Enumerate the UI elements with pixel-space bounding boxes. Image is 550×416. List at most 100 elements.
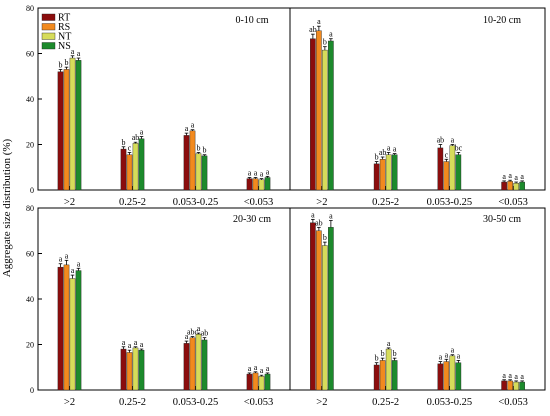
significance-letter: a [514, 173, 518, 182]
legend-swatch-rs [41, 23, 56, 31]
panel-title: 30-50 cm [483, 214, 521, 225]
bar-rt [183, 343, 190, 391]
x-tick-label: >2 [64, 197, 75, 208]
y-tick-label: 20 [26, 341, 34, 350]
x-tick-label: 0.053-0.25 [427, 397, 473, 408]
x-tick-label: 0.25-2 [372, 197, 399, 208]
bar-nt [258, 376, 265, 391]
bar-rt [246, 178, 253, 191]
legend-label-nt: NT [58, 32, 71, 43]
significance-letter: c [128, 143, 132, 152]
legend-swatch-rt [41, 13, 56, 21]
significance-letter: a [439, 353, 443, 362]
x-tick-label: 0.053-0.25 [173, 397, 219, 408]
bar-rs [189, 337, 196, 391]
x-tick-label: >2 [64, 397, 75, 408]
significance-letter: a [514, 372, 518, 381]
significance-letter: ab [132, 133, 140, 142]
x-tick-label: 0.25-2 [372, 397, 399, 408]
x-tick-label: 0.25-2 [119, 397, 146, 408]
bar-ns [391, 360, 398, 391]
bar-rs [63, 264, 70, 391]
significance-letter: a [520, 372, 524, 381]
bar-ns [264, 177, 271, 191]
bar-rs [252, 178, 259, 191]
bar-nt [195, 334, 202, 391]
bar-rs [443, 361, 450, 391]
bar-rs [507, 380, 513, 391]
bar-ns [75, 60, 82, 191]
bar-rt [57, 266, 64, 391]
significance-letter: a [59, 255, 63, 264]
bar-ns [201, 339, 208, 391]
significance-letter: abc [187, 328, 199, 337]
significance-letter: a [266, 364, 270, 373]
bar-nt [195, 153, 202, 191]
y-tick-label: 0 [30, 386, 34, 395]
significance-letter: ab [315, 218, 323, 227]
significance-letter: b [203, 146, 207, 155]
significance-letter: a [502, 172, 506, 181]
significance-letter: a [185, 332, 189, 341]
panel-frame [289, 7, 546, 191]
significance-letter: a [260, 170, 264, 179]
bar-nt [322, 49, 328, 191]
bar-ns [455, 154, 462, 191]
significance-letter: a [329, 212, 333, 221]
significance-letter: a [71, 266, 75, 275]
bar-rs [443, 161, 450, 191]
significance-letter: ab [201, 329, 209, 338]
significance-letter: c [445, 150, 449, 159]
panel-title: 10-20 cm [483, 15, 521, 26]
significance-letter: ab [379, 148, 387, 157]
significance-letter: a [128, 341, 132, 350]
y-axis-label: Aggregate size distribution (%) [1, 138, 13, 277]
significance-letter: b [375, 354, 379, 363]
bar-rt [373, 364, 380, 391]
bar-rt [310, 38, 316, 191]
bar-rs [379, 159, 386, 191]
legend-label-rt: RT [58, 13, 70, 24]
significance-letter: b [65, 58, 69, 67]
bar-rt [183, 135, 190, 191]
significance-letter: a [65, 251, 69, 260]
significance-letter: a [248, 364, 252, 373]
significance-letter: b [323, 38, 327, 47]
significance-letter: b [375, 153, 379, 162]
significance-letter: b [197, 143, 201, 152]
y-tick-label: 40 [26, 95, 34, 104]
significance-letter: a [457, 351, 461, 360]
significance-letter: b [122, 138, 126, 147]
bar-ns [75, 270, 82, 391]
bar-rt [310, 222, 316, 391]
significance-letter: a [387, 339, 391, 348]
significance-letter: b [59, 60, 63, 69]
significance-letter: a [191, 121, 195, 130]
significance-letter: a [508, 171, 512, 180]
significance-letter: a [185, 124, 189, 133]
bar-nt [385, 348, 392, 391]
bar-nt [132, 143, 139, 191]
panel-title: 20-30 cm [233, 214, 271, 225]
significance-letter: a [317, 17, 321, 26]
legend-label-ns: NS [58, 41, 71, 52]
bar-rs [126, 352, 133, 391]
y-tick-label: 20 [26, 141, 34, 150]
legend-label-rs: RS [58, 22, 70, 33]
bar-rt [437, 363, 444, 391]
bar-ns [519, 181, 525, 191]
significance-letter: a [254, 363, 258, 372]
bar-rs [252, 372, 259, 391]
significance-letter: a [140, 340, 144, 349]
significance-letter: b [381, 349, 385, 358]
significance-letter: a [134, 338, 138, 347]
bar-nt [322, 245, 328, 391]
significance-letter: a [329, 30, 333, 39]
bar-nt [513, 381, 519, 391]
bar-rs [379, 360, 386, 391]
significance-letter: a [254, 168, 258, 177]
